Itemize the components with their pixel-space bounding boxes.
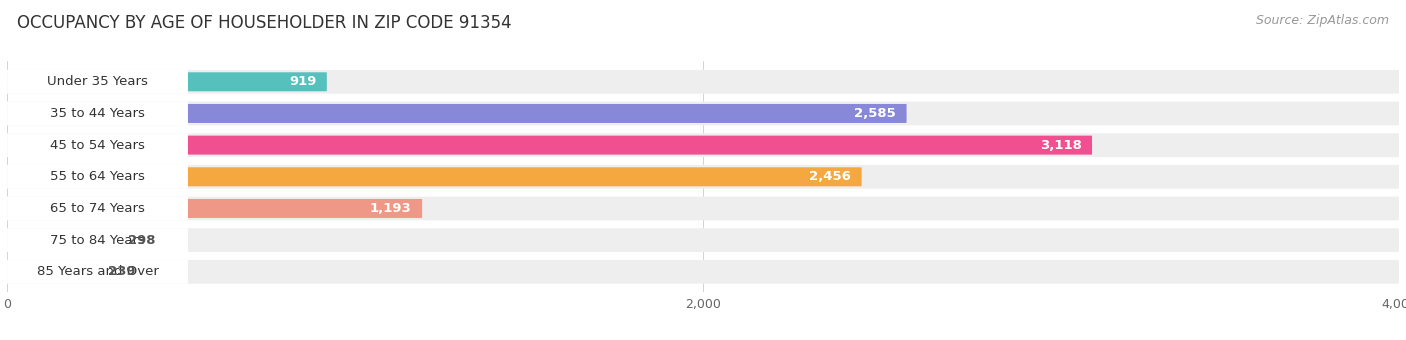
Text: 919: 919 [290,75,316,88]
Text: 75 to 84 Years: 75 to 84 Years [51,234,145,246]
Text: 65 to 74 Years: 65 to 74 Years [51,202,145,215]
FancyBboxPatch shape [7,70,1399,94]
FancyBboxPatch shape [7,102,1399,125]
FancyBboxPatch shape [7,197,1399,220]
Text: Under 35 Years: Under 35 Years [46,75,148,88]
FancyBboxPatch shape [7,199,422,218]
FancyBboxPatch shape [7,260,1399,284]
Text: 55 to 64 Years: 55 to 64 Years [51,170,145,183]
Text: 2,456: 2,456 [810,170,851,183]
FancyBboxPatch shape [7,197,188,220]
FancyBboxPatch shape [7,136,1092,155]
FancyBboxPatch shape [7,70,188,94]
Text: 1,193: 1,193 [370,202,412,215]
Text: 85 Years and Over: 85 Years and Over [37,265,159,278]
FancyBboxPatch shape [7,102,188,125]
FancyBboxPatch shape [7,262,90,281]
Text: 2,585: 2,585 [855,107,896,120]
Text: 45 to 54 Years: 45 to 54 Years [51,139,145,152]
FancyBboxPatch shape [7,104,907,123]
FancyBboxPatch shape [7,228,188,252]
Text: 35 to 44 Years: 35 to 44 Years [51,107,145,120]
FancyBboxPatch shape [7,228,1399,252]
FancyBboxPatch shape [7,133,188,157]
FancyBboxPatch shape [7,260,188,284]
FancyBboxPatch shape [7,165,188,189]
Text: 239: 239 [108,265,135,278]
FancyBboxPatch shape [7,165,1399,189]
Text: OCCUPANCY BY AGE OF HOUSEHOLDER IN ZIP CODE 91354: OCCUPANCY BY AGE OF HOUSEHOLDER IN ZIP C… [17,14,512,32]
FancyBboxPatch shape [7,167,862,186]
Text: 3,118: 3,118 [1039,139,1081,152]
Text: Source: ZipAtlas.com: Source: ZipAtlas.com [1256,14,1389,27]
FancyBboxPatch shape [7,72,326,91]
FancyBboxPatch shape [7,133,1399,157]
FancyBboxPatch shape [7,231,111,250]
Text: 298: 298 [128,234,156,246]
